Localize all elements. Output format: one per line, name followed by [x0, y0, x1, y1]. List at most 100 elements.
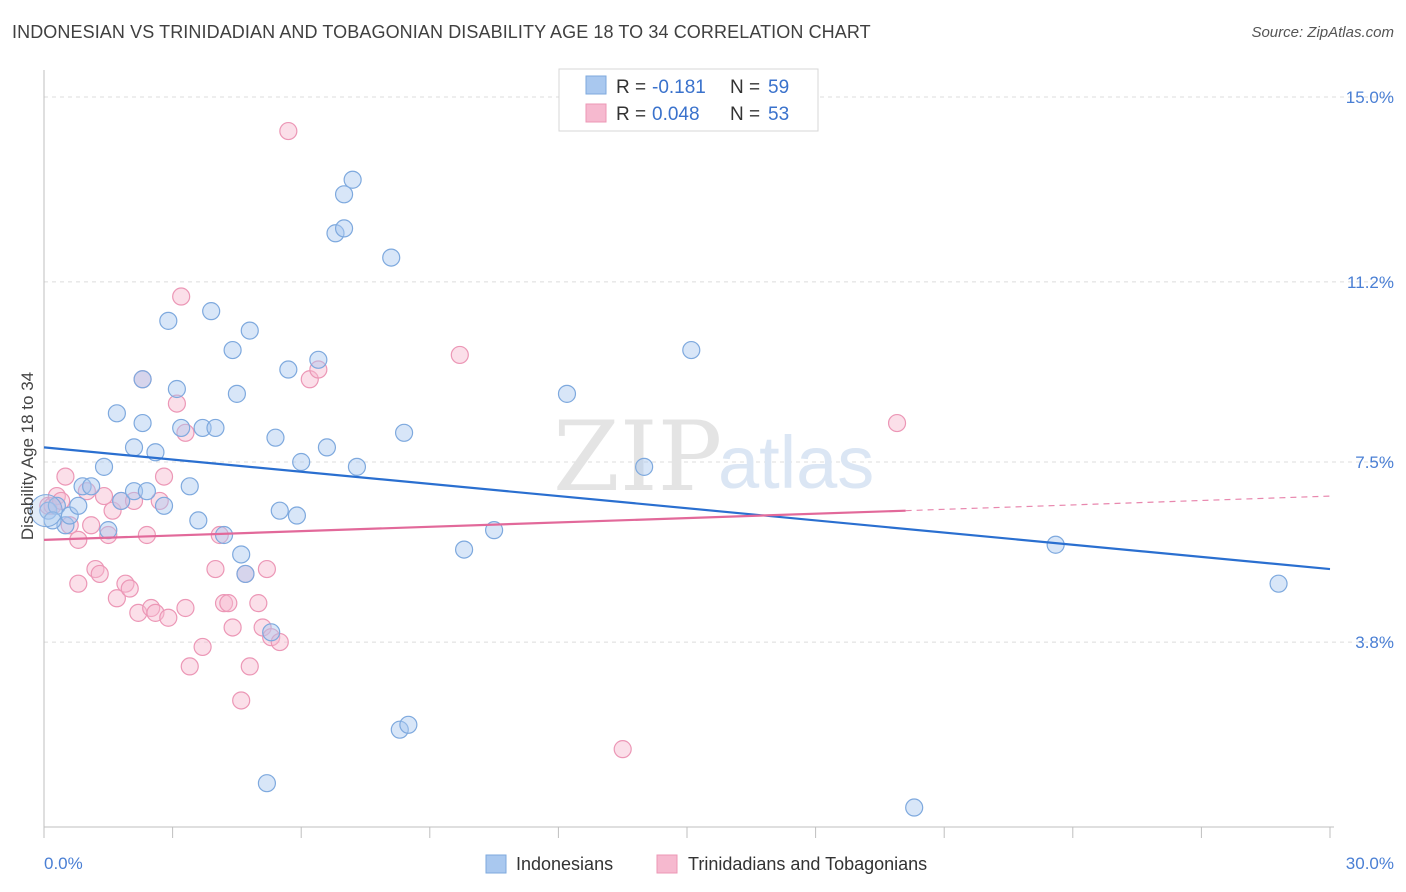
data-point-indonesian [43, 511, 62, 530]
legend-r-label-1: R = [616, 77, 646, 98]
data-point-trinidadian [206, 559, 225, 579]
data-point-indonesian [343, 170, 362, 189]
data-point-indonesian [232, 545, 251, 564]
watermark-zip: ZIP [553, 401, 722, 513]
legend-box: R = -0.181 N = 59 R = 0.048 N = 53 [558, 68, 819, 132]
data-point-trinidadian [60, 516, 79, 535]
data-point-indonesian [399, 715, 418, 734]
data-point-trinidadian [613, 740, 632, 759]
data-point-trinidadian [99, 525, 118, 545]
data-point-indonesian [47, 496, 66, 515]
data-point-indonesian [347, 457, 367, 476]
y-tick-label: 7.5% [1355, 453, 1394, 472]
data-point-indonesian [236, 564, 255, 584]
bottom-legend-swatch-blue [485, 854, 507, 874]
legend-r-value-2: 0.048 [652, 104, 700, 125]
data-point-indonesian [309, 350, 328, 369]
legend-swatch-pink [585, 103, 607, 123]
data-point-trinidadian [69, 574, 88, 593]
series-trinidadians-points [39, 121, 907, 759]
data-point-trinidadian [56, 467, 75, 486]
data-point-indonesian [167, 379, 186, 399]
data-point-indonesian [193, 418, 212, 438]
data-point-indonesian [202, 302, 221, 321]
data-point-indonesian [635, 457, 654, 476]
data-point-indonesian-cluster [29, 494, 63, 528]
chart-title: INDONESIAN VS TRINIDADIAN AND TOBAGONIAN… [12, 22, 871, 42]
legend-n-value-1: 59 [768, 77, 789, 98]
data-point-indonesian [317, 438, 337, 457]
data-point-indonesian [279, 360, 298, 379]
data-point-indonesian [107, 404, 126, 423]
series-indonesians-points [29, 170, 1288, 817]
bottom-legend-label-indonesians: Indonesians [516, 854, 613, 874]
data-point-trinidadian [154, 467, 174, 486]
data-point-trinidadian [124, 491, 144, 511]
data-point-indonesian [227, 384, 246, 403]
data-point-indonesian [124, 482, 144, 501]
data-point-indonesian [206, 418, 225, 438]
data-point-trinidadian [180, 657, 199, 676]
data-point-indonesian [390, 720, 409, 739]
x-tick-label-min: 0.0% [44, 854, 83, 873]
data-point-indonesian [287, 506, 307, 525]
data-point-indonesian [394, 423, 414, 442]
data-point-trinidadian [450, 345, 469, 365]
x-ticks [43, 827, 1331, 838]
data-point-trinidadian [82, 516, 101, 535]
data-point-trinidadian [193, 637, 212, 657]
data-point-trinidadian [94, 486, 114, 506]
data-point-indonesian [557, 384, 577, 403]
data-point-trinidadian [887, 413, 907, 433]
y-tick-label: 3.8% [1355, 633, 1394, 652]
y-axis-label: Disability Age 18 to 34 [18, 372, 37, 540]
source-label: Source: ZipAtlas.com [1251, 24, 1394, 41]
data-point-indonesian [133, 370, 152, 389]
data-point-trinidadian [249, 594, 268, 613]
data-point-indonesian [454, 540, 474, 559]
data-point-indonesian [159, 311, 178, 330]
data-point-indonesian [485, 521, 504, 540]
data-point-indonesian [112, 491, 131, 511]
trendlines [43, 446, 1331, 571]
bottom-legend: Indonesians Trinidadians and Tobagonians [485, 854, 927, 874]
bottom-legend-swatch-pink [656, 854, 678, 874]
data-point-indonesian [240, 321, 259, 340]
data-point-indonesian [94, 457, 114, 476]
data-point-indonesian [1269, 574, 1288, 593]
data-point-indonesian [262, 623, 281, 642]
data-point-indonesian [39, 501, 58, 520]
data-point-trinidadian [90, 564, 109, 584]
data-point-indonesian [334, 219, 354, 238]
data-point-indonesian [326, 224, 345, 243]
legend-r-label-2: R = [616, 104, 646, 125]
data-point-trinidadian [257, 559, 277, 579]
bottom-legend-label-trinidadians: Trinidadians and Tobagonians [688, 854, 927, 874]
y-tick-label: 11.2% [1347, 273, 1394, 292]
data-point-indonesian [69, 496, 88, 515]
data-point-trinidadian [223, 618, 242, 637]
legend-n-value-2: 53 [768, 104, 789, 125]
data-point-indonesian [124, 438, 144, 457]
data-point-indonesian [172, 418, 191, 438]
data-point-indonesian [334, 185, 354, 204]
y-tick-label: 15.0% [1346, 88, 1394, 107]
data-point-indonesian [133, 413, 152, 433]
data-point-trinidadian [309, 360, 328, 379]
data-point-trinidadian [107, 589, 126, 608]
legend-r-value-1: -0.181 [652, 77, 706, 98]
data-point-trinidadian [167, 394, 186, 413]
y-tick-labels: 3.8% 7.5% 11.2% 15.0% [1346, 88, 1394, 652]
data-point-indonesian [266, 428, 285, 447]
data-point-indonesian [99, 521, 118, 540]
data-point-trinidadian [219, 594, 238, 613]
legend-swatch-blue [585, 75, 607, 95]
data-point-trinidadian [176, 598, 195, 618]
data-point-indonesian [292, 452, 311, 472]
legend-n-label-2: N = [730, 104, 760, 125]
data-point-trinidadian [214, 594, 234, 613]
data-point-indonesian [223, 340, 242, 360]
data-point-trinidadian [232, 691, 251, 710]
data-point-indonesian [382, 248, 401, 267]
